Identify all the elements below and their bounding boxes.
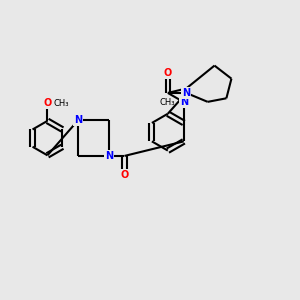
- Text: O: O: [164, 68, 172, 78]
- Text: N: N: [182, 88, 190, 98]
- Text: CH₃: CH₃: [160, 98, 176, 106]
- Text: N: N: [180, 97, 188, 107]
- Text: N: N: [105, 151, 113, 161]
- Text: O: O: [43, 98, 52, 108]
- Text: CH₃: CH₃: [54, 98, 70, 107]
- Text: N: N: [74, 115, 82, 125]
- Text: O: O: [120, 170, 129, 180]
